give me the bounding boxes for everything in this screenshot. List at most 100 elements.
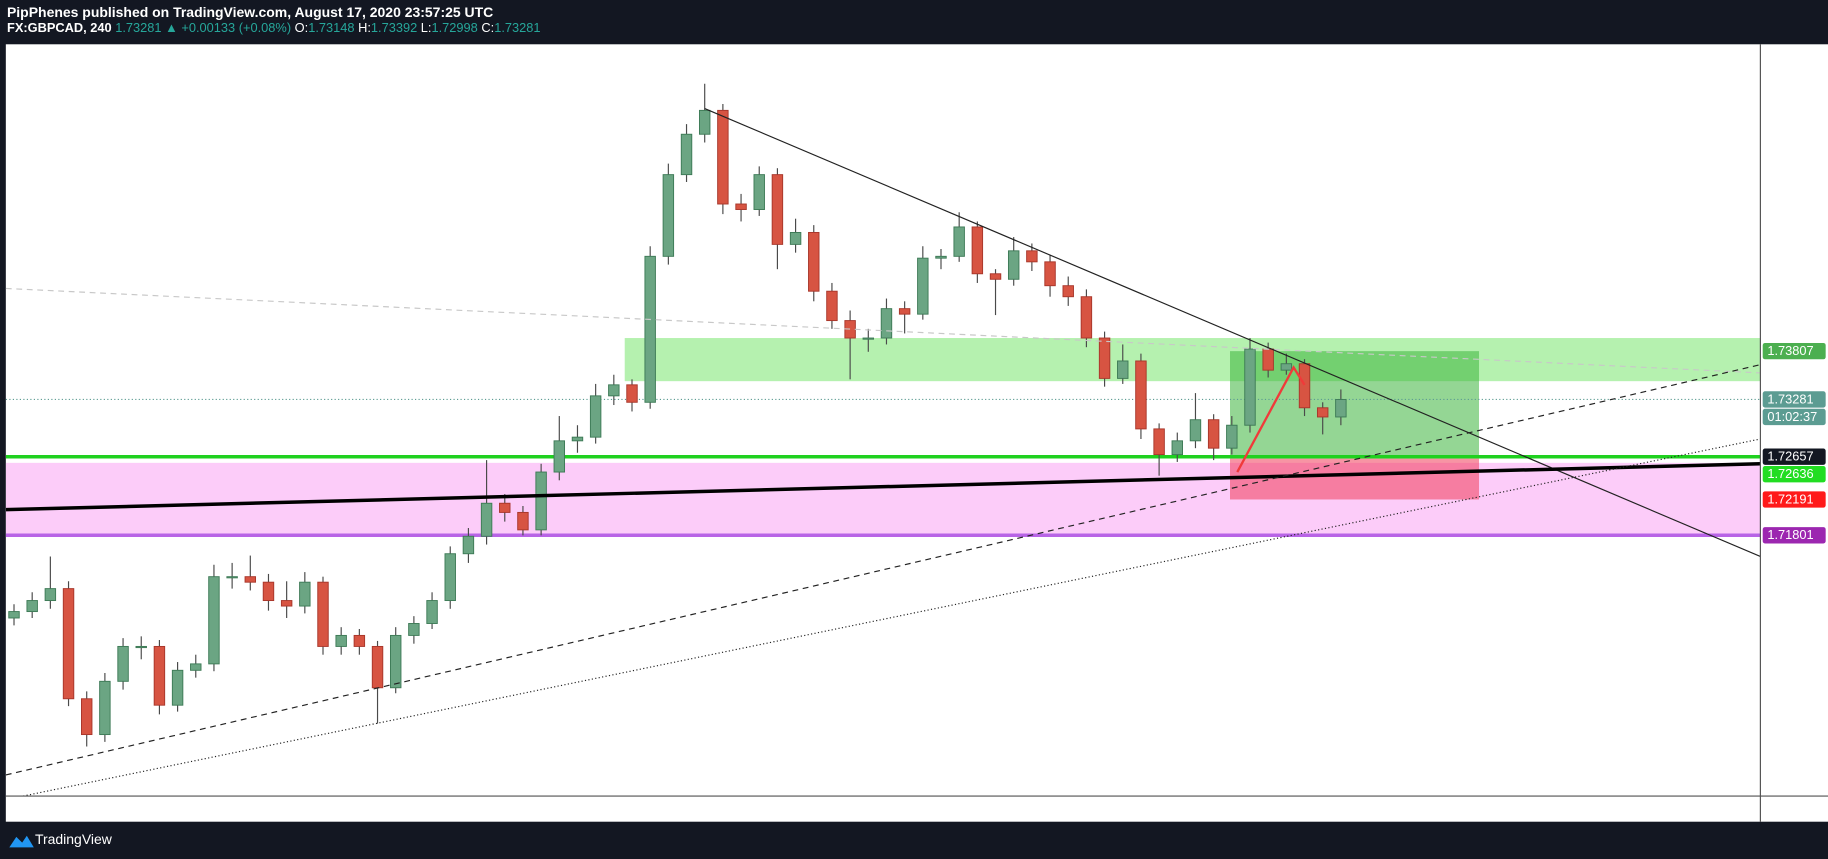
candle-body bbox=[462, 535, 475, 555]
countdown-tag bbox=[1762, 408, 1826, 426]
candle-body bbox=[935, 255, 947, 259]
candle-body bbox=[626, 384, 638, 403]
candle-body bbox=[208, 576, 220, 665]
candle-body bbox=[662, 174, 675, 257]
h-value: 1.73392 bbox=[371, 21, 417, 36]
candle-body bbox=[880, 308, 893, 339]
candle-body bbox=[226, 576, 238, 579]
candle-body bbox=[1280, 363, 1293, 371]
candle-body bbox=[1098, 337, 1111, 379]
position-loss bbox=[1229, 458, 1480, 500]
candle-body bbox=[1226, 424, 1238, 449]
candle-body bbox=[26, 600, 38, 613]
candle-body bbox=[353, 634, 366, 647]
l-label: L: bbox=[421, 21, 432, 36]
o-value: 1.73148 bbox=[308, 21, 354, 36]
candle-body bbox=[808, 231, 820, 292]
candle-body bbox=[135, 645, 147, 649]
price-tag-label: 1.72636 bbox=[1767, 466, 1813, 481]
candle-body bbox=[1298, 363, 1311, 409]
candle-body bbox=[1171, 440, 1184, 456]
candle-body bbox=[499, 502, 511, 513]
candle-body bbox=[1117, 360, 1129, 379]
candle-body bbox=[1135, 360, 1147, 430]
candle-body bbox=[917, 257, 929, 315]
candle-body bbox=[1007, 250, 1020, 280]
h-label: H: bbox=[358, 21, 371, 36]
candle-body bbox=[317, 581, 329, 647]
candle-body bbox=[444, 553, 456, 602]
candle-body bbox=[571, 436, 584, 442]
candle-body bbox=[62, 588, 75, 700]
price-tag bbox=[1762, 342, 1826, 360]
l-value: 1.72998 bbox=[431, 21, 477, 36]
candle-body bbox=[589, 395, 602, 438]
candle-body bbox=[553, 440, 566, 473]
candle-body bbox=[1062, 285, 1074, 298]
price-tags: 1.73807 1.73281 01:02:37 1.72657 1.72636 1.72… bbox=[1762, 342, 1826, 544]
countdown-label: 01:02:37 bbox=[1767, 409, 1817, 424]
publish-line: PipPhenes published on TradingView.com, … bbox=[7, 4, 493, 20]
c-value: 1.73281 bbox=[494, 21, 540, 36]
candle-body bbox=[535, 471, 547, 531]
trend-line bbox=[1236, 365, 1306, 473]
ohlc-line: FX:GBPCAD, 240 1.73281 ▲ +0.00133 (+0.08… bbox=[7, 21, 541, 36]
chart-background bbox=[5, 44, 1828, 822]
candle-body bbox=[971, 226, 984, 275]
publish-text: PipPhenes published on TradingView.com, … bbox=[7, 4, 493, 20]
candle-body bbox=[1044, 261, 1056, 287]
candle-body bbox=[190, 663, 202, 671]
candle-body bbox=[99, 680, 111, 736]
trend-line bbox=[704, 108, 1761, 558]
candle-body bbox=[789, 231, 802, 245]
trend-line bbox=[5, 287, 1761, 374]
trend-line bbox=[5, 364, 1761, 776]
candle-body bbox=[117, 645, 129, 682]
candle-body bbox=[371, 645, 384, 689]
candle-body bbox=[408, 623, 420, 636]
symbol: FX:GBPCAD, 240 bbox=[7, 21, 112, 36]
candle-body bbox=[280, 600, 293, 607]
candle-body bbox=[299, 581, 311, 607]
o-label: O: bbox=[295, 21, 309, 36]
price-tag-label: 1.71801 bbox=[1767, 527, 1813, 542]
candle-body bbox=[898, 308, 911, 315]
candle-body bbox=[426, 600, 438, 624]
price-tag-label: 1.72657 bbox=[1767, 449, 1813, 464]
candle-body bbox=[1207, 419, 1220, 449]
candle-body bbox=[717, 109, 729, 205]
candle-body bbox=[1026, 250, 1038, 263]
price-tag bbox=[1762, 527, 1826, 544]
candle-body bbox=[698, 109, 711, 135]
candle-body bbox=[989, 273, 1002, 280]
change: +0.00133 (+0.08%) bbox=[181, 21, 291, 36]
candle-body bbox=[735, 203, 747, 210]
zone bbox=[5, 462, 1761, 534]
overlay bbox=[5, 108, 1761, 797]
price-tag-label: 1.73281 bbox=[1767, 391, 1813, 406]
candle-body bbox=[1153, 428, 1165, 456]
price-tag-label: 1.73807 bbox=[1767, 343, 1813, 358]
candles bbox=[8, 83, 1347, 747]
candle-body bbox=[953, 226, 965, 257]
c-label: C: bbox=[481, 21, 494, 36]
candle-body bbox=[826, 290, 838, 322]
candle-body bbox=[644, 255, 656, 403]
candle-body bbox=[1335, 399, 1347, 418]
candle-body bbox=[389, 634, 402, 689]
arrow: ▲ bbox=[165, 21, 178, 36]
candle-body bbox=[862, 337, 875, 340]
candle-body bbox=[517, 511, 529, 531]
candle-body bbox=[153, 645, 166, 706]
candle-body bbox=[680, 133, 693, 176]
candle-body bbox=[1244, 348, 1256, 426]
brand: TradingView bbox=[35, 831, 113, 847]
price-tag-label: 1.72191 bbox=[1767, 491, 1813, 506]
price-tag bbox=[1762, 391, 1826, 408]
price-tag bbox=[1762, 448, 1826, 465]
candle-body bbox=[335, 634, 347, 647]
candle-body bbox=[262, 581, 275, 602]
trend-line bbox=[5, 462, 1761, 512]
candle-body bbox=[608, 384, 620, 397]
